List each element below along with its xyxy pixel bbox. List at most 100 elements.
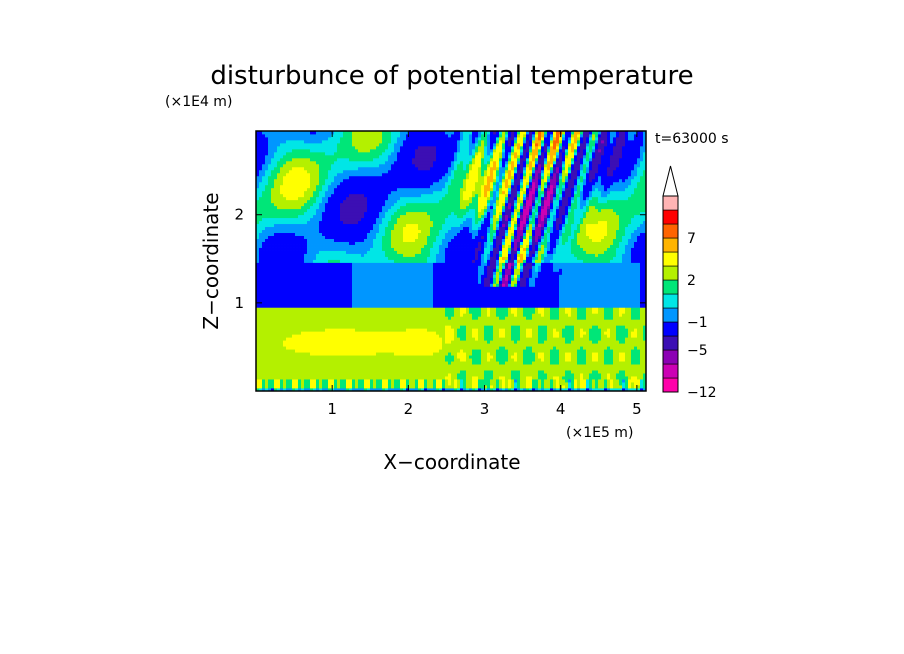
field-cell [415,271,419,275]
field-cell [385,334,389,338]
field-cell [415,382,419,386]
field-cell [364,256,368,260]
field-cell [361,376,365,380]
field-cell [382,370,386,374]
field-cell [400,307,404,311]
field-cell [406,301,410,305]
field-cell [316,151,320,156]
field-cell [271,205,275,210]
field-cell [355,136,359,141]
field-cell [427,367,431,371]
field-cell [412,226,416,231]
field-cell [343,385,347,389]
field-cell [256,331,260,335]
field-cell [313,223,317,228]
field-cell [358,226,362,231]
field-cell [361,343,365,347]
field-cell [295,202,299,207]
field-cell [307,358,311,362]
field-cell [349,274,353,278]
field-cell [256,277,260,281]
field-cell [301,376,305,380]
field-cell [415,172,419,177]
field-cell [289,382,293,386]
field-cell [340,163,344,168]
field-cell [310,133,314,138]
field-cell [277,157,281,162]
field-cell [379,223,383,228]
field-cell [310,199,314,204]
field-cell [355,148,359,153]
field-cell [376,202,380,207]
field-cell [358,382,362,386]
field-cell [271,334,275,338]
field-cell [352,154,356,159]
field-cell [394,247,398,251]
field-cell [370,133,374,138]
field-cell [373,175,377,180]
field-cell [268,139,272,144]
field-cell [325,382,329,386]
field-cell [271,148,275,153]
field-cell [385,136,389,141]
field-cell [304,358,308,362]
field-cell [277,310,281,314]
field-cell [301,295,305,299]
field-cell [397,265,401,269]
field-cell [310,313,314,317]
field-cell [415,190,419,195]
field-cell [358,151,362,156]
field-cell [310,247,314,251]
field-cell [331,226,335,231]
field-cell [307,328,311,332]
field-cell [391,139,395,144]
field-cell [361,235,365,239]
field-cell [349,139,353,144]
field-cell [400,199,404,204]
field-cell [421,235,425,239]
field-cell [364,178,368,183]
field-cell [304,160,308,165]
field-cell [424,271,428,275]
field-cell [355,331,359,335]
field-cell [265,382,269,386]
field-cell [385,139,389,144]
field-cell [286,271,290,275]
field-cell [373,190,377,195]
field-cell [310,373,314,377]
field-cell [349,205,353,210]
field-cell [292,196,296,201]
field-cell [274,343,278,347]
field-cell [385,142,389,147]
field-cell [322,178,326,183]
field-cell [394,295,398,299]
field-cell [358,148,362,153]
field-cell [400,160,404,165]
field-cell [301,154,305,159]
field-cell [376,388,380,392]
field-cell [304,259,308,263]
field-cell [271,223,275,228]
field-cell [379,301,383,305]
field-cell [313,160,317,165]
field-cell [268,283,272,287]
field-cell [352,265,356,269]
field-cell [292,190,296,195]
field-cell [304,349,308,353]
field-cell [367,211,371,216]
field-cell [322,211,326,216]
field-cell [277,253,281,257]
field-cell [268,382,272,386]
field-cell [259,271,263,275]
field-cell [373,172,377,177]
field-cell [268,229,272,234]
field-cell [379,238,383,242]
field-cell [271,310,275,314]
field-cell [319,262,323,266]
field-cell [286,181,290,186]
field-cell [340,334,344,338]
field-cell [349,151,353,156]
field-cell [412,205,416,210]
field-cell [292,181,296,186]
field-cell [301,151,305,156]
